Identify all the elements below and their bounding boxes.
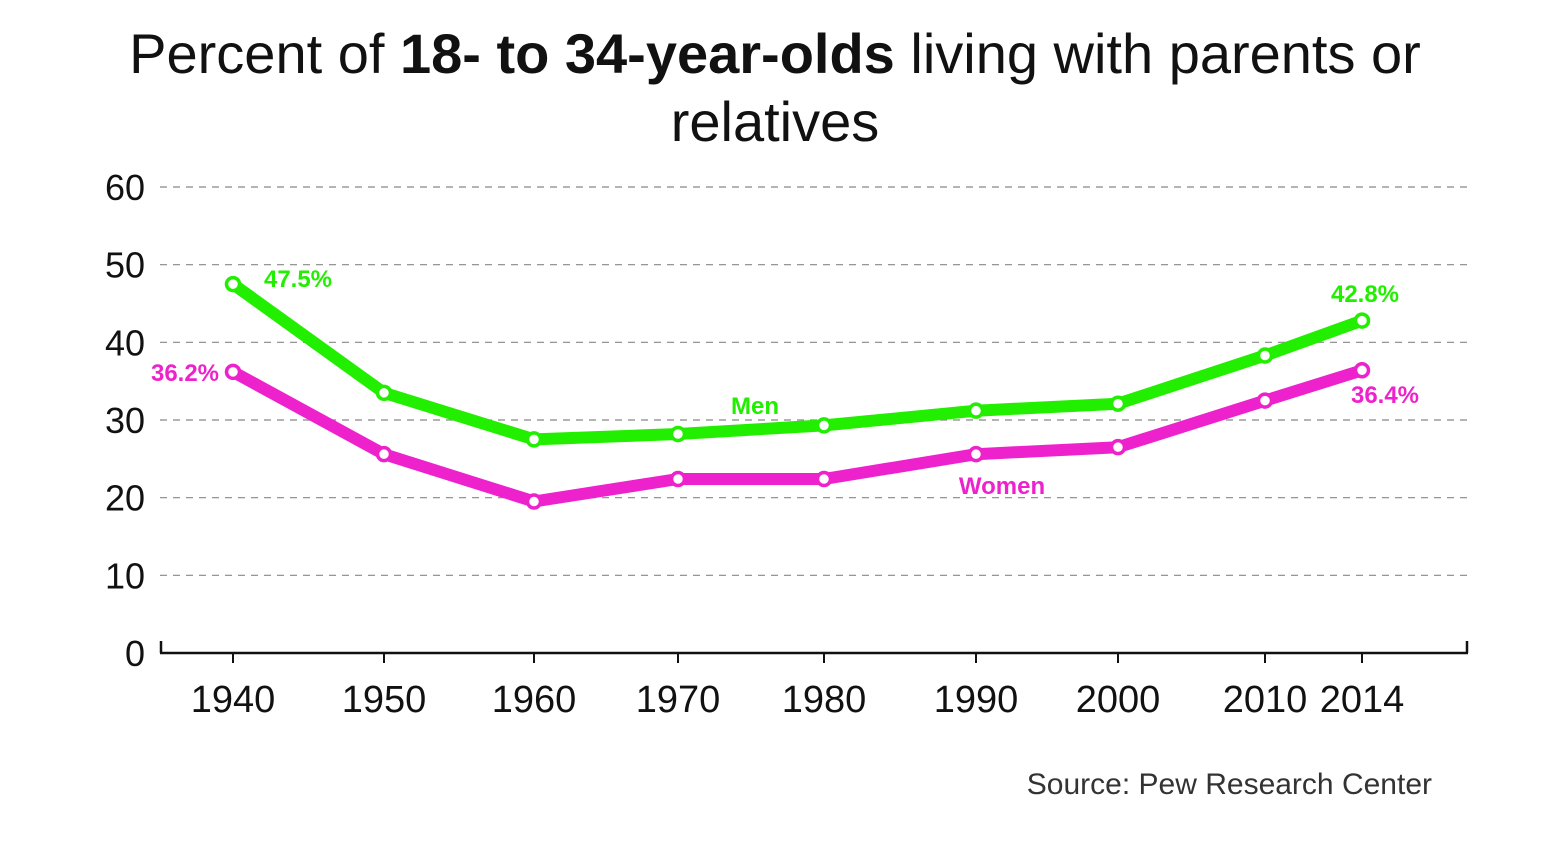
data-point-women-1960 bbox=[525, 493, 543, 510]
x-tick-label-1990: 1990 bbox=[934, 679, 1019, 721]
y-tick-label-40: 40 bbox=[105, 322, 145, 363]
data-point-men-1970 bbox=[669, 425, 687, 443]
data-point-women-1980 bbox=[815, 470, 833, 488]
data-label-women-2014: 36.4% bbox=[1351, 382, 1419, 409]
data-point-men-1990 bbox=[967, 402, 985, 419]
data-point-women-2014 bbox=[1353, 362, 1371, 379]
data-label-women-1940: 36.2% bbox=[151, 360, 219, 387]
series-label-women: Women bbox=[959, 473, 1045, 500]
series-line-women bbox=[227, 364, 1368, 508]
data-point-men-1940 bbox=[224, 275, 242, 293]
title-bold: 18- to 34-year-olds bbox=[399, 22, 895, 85]
x-tick-label-1950: 1950 bbox=[342, 679, 427, 721]
series-line-men bbox=[227, 278, 1368, 446]
data-point-women-1970 bbox=[669, 470, 687, 488]
title-prefix: Percent of bbox=[129, 22, 400, 85]
y-tick-label-30: 30 bbox=[105, 400, 145, 441]
data-point-women-2010 bbox=[1256, 392, 1274, 409]
series-label-men: Men bbox=[731, 393, 779, 420]
data-label-men-1940: 47.5% bbox=[264, 266, 332, 293]
data-point-women-2000 bbox=[1109, 438, 1127, 456]
x-tick-label-2000: 2000 bbox=[1076, 679, 1161, 721]
data-label-men-2014: 42.8% bbox=[1331, 281, 1399, 308]
data-point-men-1960 bbox=[525, 431, 543, 448]
y-tick-label-10: 10 bbox=[105, 555, 145, 596]
x-tick-label-1940: 1940 bbox=[191, 679, 276, 721]
chart-title: Percent of 18- to 34-year-olds living wi… bbox=[0, 20, 1550, 156]
data-point-men-2010 bbox=[1256, 347, 1274, 364]
data-point-women-1950 bbox=[375, 445, 393, 463]
data-point-men-1950 bbox=[375, 384, 393, 402]
x-tick-label-2010: 2010 bbox=[1223, 679, 1308, 721]
y-tick-label-60: 60 bbox=[105, 167, 145, 208]
x-tick-label-1960: 1960 bbox=[492, 679, 577, 721]
data-point-men-1980 bbox=[815, 417, 833, 434]
y-tick-label-0: 0 bbox=[125, 633, 145, 674]
x-tick-label-1970: 1970 bbox=[636, 679, 721, 721]
data-point-women-1940 bbox=[224, 363, 242, 381]
y-tick-label-20: 20 bbox=[105, 478, 145, 519]
title-line1-suffix: living with parents or bbox=[894, 22, 1421, 85]
x-tick-label-2014: 2014 bbox=[1320, 679, 1405, 721]
source-note: Source: Pew Research Center bbox=[1026, 768, 1432, 801]
data-point-men-2000 bbox=[1109, 395, 1127, 412]
x-tick-label-1980: 1980 bbox=[782, 679, 867, 721]
data-point-men-2014 bbox=[1353, 312, 1371, 329]
data-point-women-1990 bbox=[967, 445, 985, 463]
title-line2: relatives bbox=[670, 90, 880, 153]
y-tick-label-50: 50 bbox=[105, 245, 145, 286]
